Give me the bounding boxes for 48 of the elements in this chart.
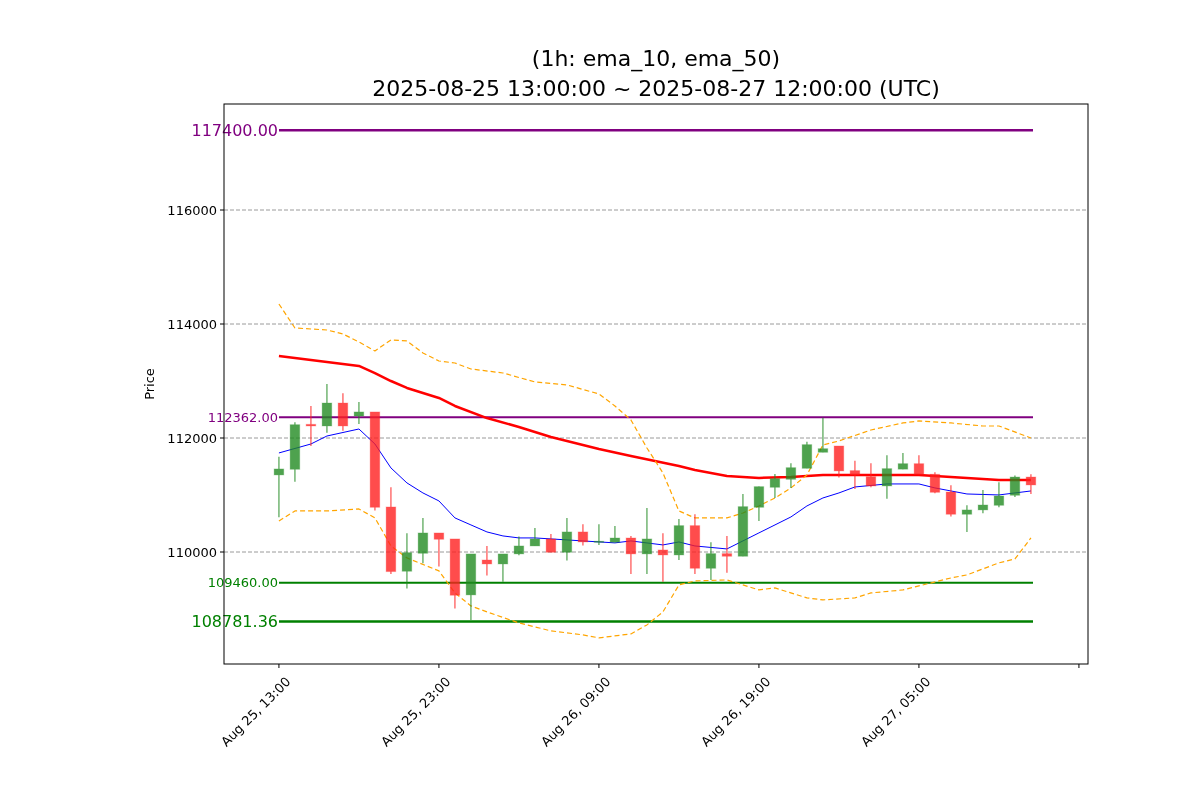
candlestick — [849, 460, 861, 490]
ref-line-label: 117400.00 — [191, 120, 278, 140]
candlestick — [273, 456, 285, 518]
y-axis-title: Price — [142, 368, 157, 400]
candlestick — [593, 523, 605, 546]
candlestick — [625, 535, 637, 575]
candlestick — [657, 532, 669, 583]
candlestick — [481, 545, 493, 577]
y-tick-label: 112000 — [167, 430, 217, 446]
candlestick — [817, 417, 829, 453]
candlestick — [721, 535, 733, 574]
candlestick — [305, 405, 317, 447]
candlestick — [897, 452, 909, 470]
ref-line-label: 108781.36 — [191, 612, 278, 632]
candlestick — [785, 462, 797, 489]
candlestick — [417, 517, 429, 564]
candlestick — [609, 525, 621, 543]
candlestick — [801, 441, 813, 469]
candlestick — [545, 533, 557, 553]
candlestick — [977, 489, 989, 514]
candlestick — [1025, 473, 1037, 495]
candlestick — [577, 523, 589, 547]
y-tick-label: 116000 — [167, 202, 217, 218]
candlestick — [353, 401, 365, 425]
chart-title: (1h: ema_10, ema_50) — [531, 46, 781, 72]
line-series — [278, 303, 1032, 519]
candlestick — [529, 527, 541, 547]
candlestick — [913, 454, 925, 475]
ref-line-label: 109460.00 — [207, 575, 278, 591]
candlestick — [337, 392, 349, 432]
y-tick-label: 114000 — [167, 316, 217, 332]
ref-line-label: 112362.00 — [207, 409, 278, 425]
candlestick — [561, 517, 573, 562]
candlestick — [961, 504, 973, 533]
candlestick — [433, 532, 445, 568]
candlestick — [705, 541, 717, 581]
candlestick — [401, 532, 413, 590]
candlestick — [769, 473, 781, 499]
candlestick — [497, 553, 509, 583]
candlestick — [881, 454, 893, 500]
candlestick — [641, 507, 653, 575]
candlestick — [321, 383, 333, 434]
y-tick-label: 110000 — [167, 544, 217, 560]
line-series — [278, 508, 1032, 639]
candlestick — [945, 484, 957, 518]
candlestick — [993, 481, 1005, 508]
chart-subtitle: 2025-08-25 13:00:00 ~ 2025-08-27 12:00:00 (UTC) — [372, 76, 940, 101]
candlestick — [753, 486, 765, 522]
